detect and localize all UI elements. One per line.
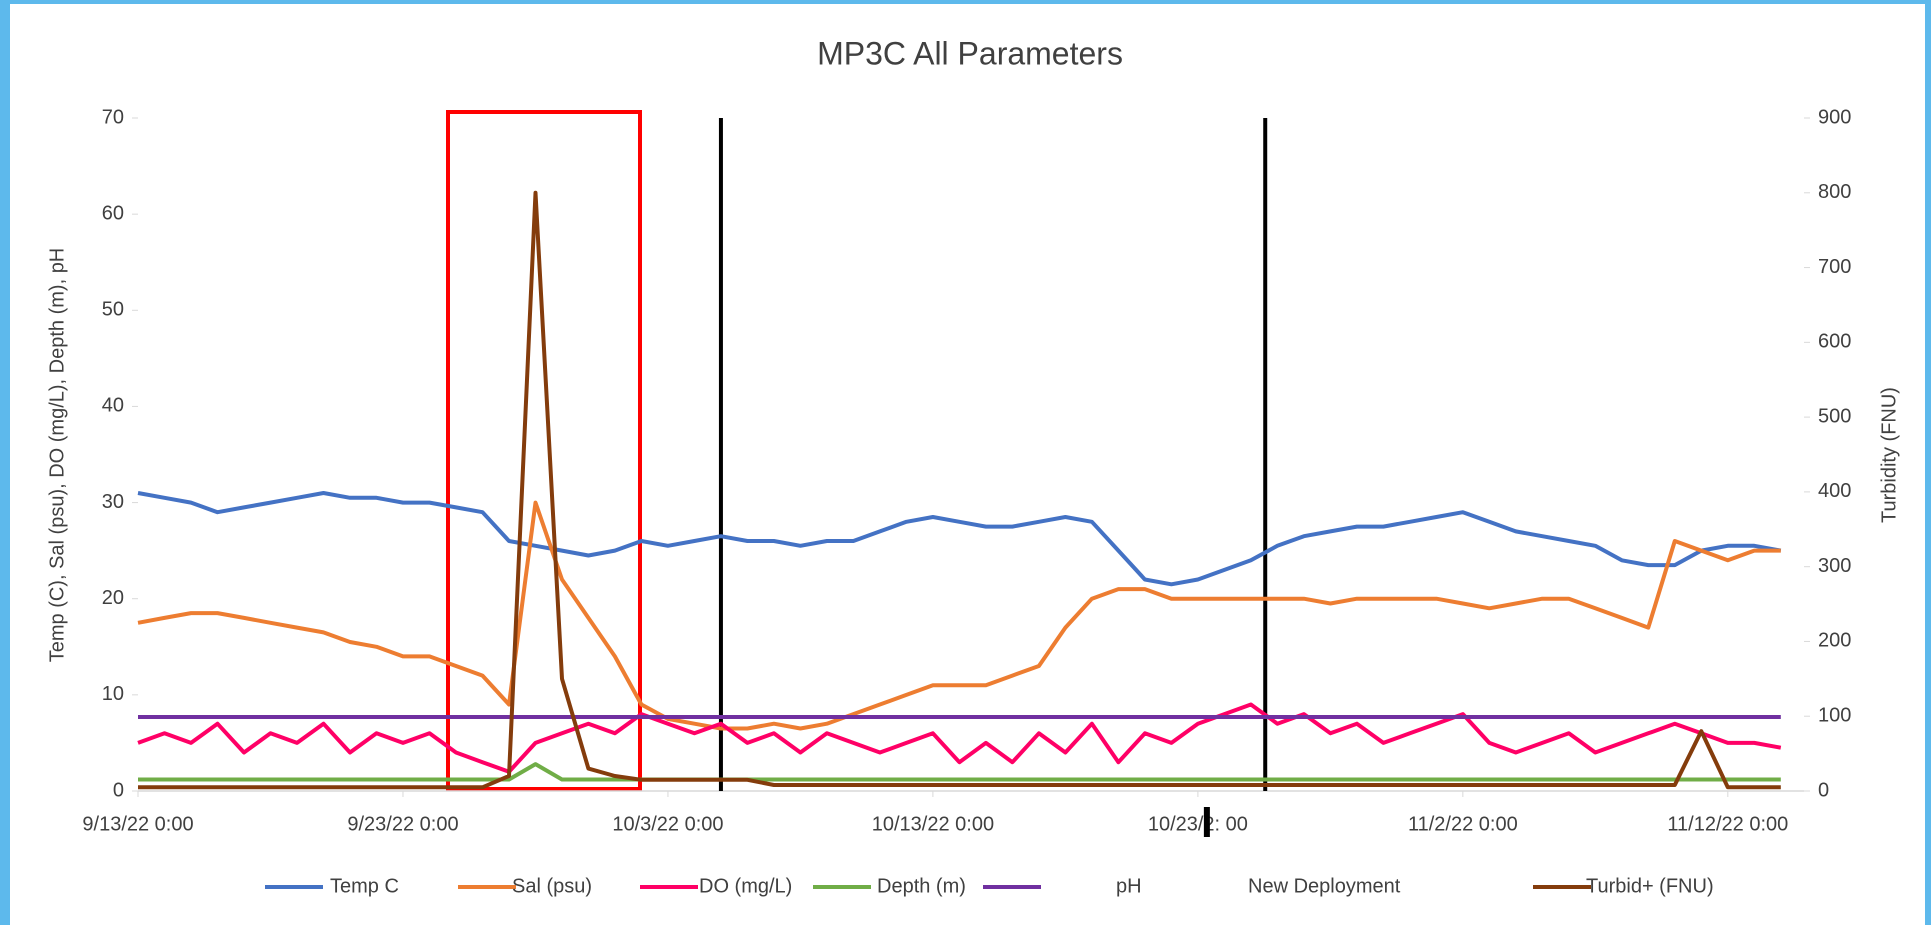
legend-label: Sal (psu) (512, 875, 592, 897)
legend-label: pH (1116, 875, 1142, 897)
series-line (137, 500, 1781, 731)
chart-title: MP3C All Parameters (817, 35, 1123, 71)
y2-axis-label: Turbidity (FNU) (1878, 387, 1900, 523)
y2-tick-label: 400 (1818, 480, 1851, 502)
y-axis-label: Temp (C), Sal (psu), DO (mg/L), Depth (m… (46, 248, 68, 663)
y-tick-label: 40 (102, 395, 124, 417)
y-tick-label: 50 (102, 299, 124, 321)
y2-tick-label: 0 (1818, 779, 1829, 801)
y2-tick-label: 100 (1818, 705, 1851, 727)
x-tick-label: 10/23/2: 00 (1148, 813, 1248, 835)
x-tick-label: 9/23/22 0:00 (347, 813, 458, 835)
label-obstruction (1203, 807, 1210, 837)
legend-label: DO (mg/L) (699, 875, 792, 897)
y-tick-label: 60 (102, 202, 124, 224)
series-line (138, 762, 1781, 782)
y2-tick-label: 500 (1818, 405, 1851, 427)
legend-label: Temp C (330, 875, 399, 897)
panel (10, 4, 1925, 925)
y2-tick-label: 300 (1818, 555, 1851, 577)
y2-tick-label: 800 (1818, 181, 1851, 203)
series-line (138, 190, 1781, 790)
y-tick-label: 20 (102, 587, 124, 609)
y2-tick-label: 700 (1818, 256, 1851, 278)
x-tick-label: 9/13/22 0:00 (82, 813, 193, 835)
x-tick-label: 10/13/22 0:00 (872, 813, 994, 835)
series-line (137, 702, 1782, 774)
x-tick-label: 11/12/22 0:00 (1667, 813, 1788, 835)
x-tick-label: 10/3/22 0:00 (612, 813, 723, 835)
y-tick-label: 0 (113, 779, 124, 801)
legend-label: Depth (m) (877, 875, 966, 897)
legend-label: Turbid+ (FNU) (1586, 875, 1714, 897)
y-tick-label: 10 (102, 683, 124, 705)
legend-label: New Deployment (1248, 875, 1401, 897)
series-line (137, 491, 1782, 587)
y-tick-label: 30 (102, 491, 124, 513)
y2-tick-label: 900 (1818, 106, 1851, 128)
x-tick-label: 11/2/22 0:00 (1408, 813, 1518, 835)
y-tick-label: 70 (102, 106, 124, 128)
highlight-box (446, 110, 642, 791)
y2-tick-label: 600 (1818, 331, 1851, 353)
y2-tick-label: 200 (1818, 630, 1851, 652)
